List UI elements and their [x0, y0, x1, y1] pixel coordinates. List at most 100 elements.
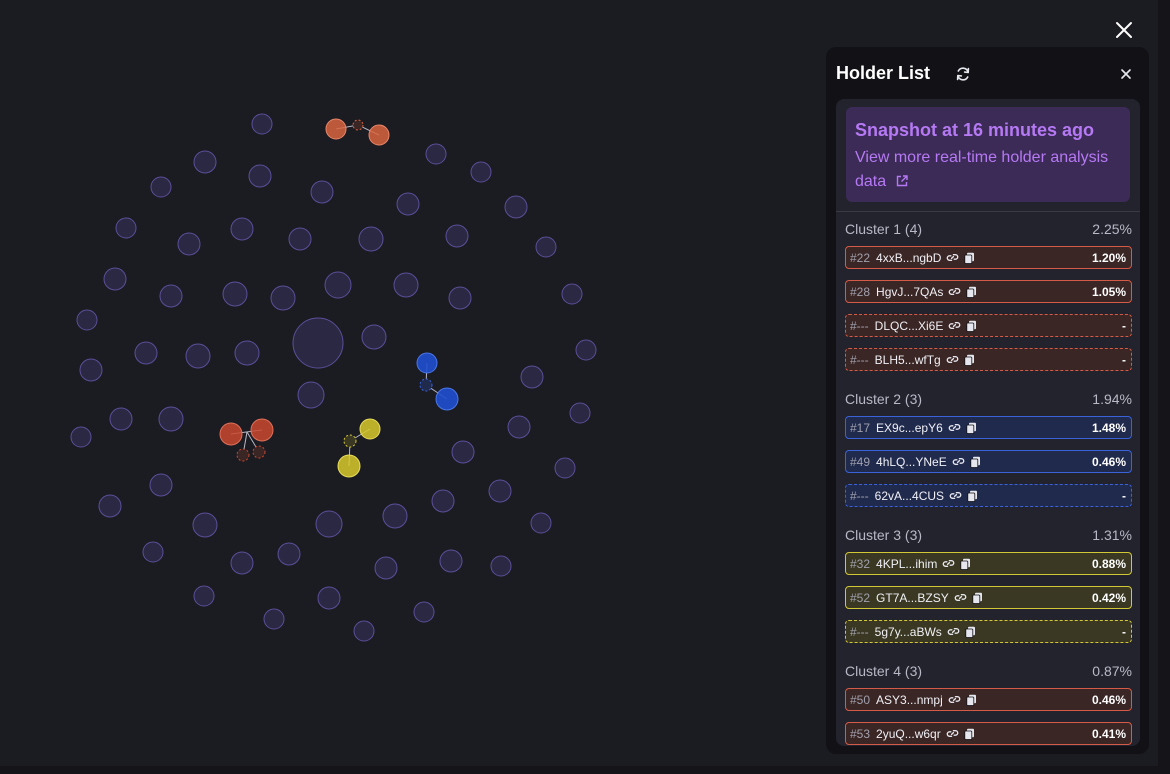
link-icon[interactable]	[948, 285, 961, 298]
holder-bubble[interactable]	[535, 236, 557, 258]
holder-bubble[interactable]	[520, 365, 544, 389]
holder-bubble[interactable]	[159, 284, 183, 308]
close-map-button[interactable]	[1110, 16, 1138, 44]
cluster-bubble[interactable]	[250, 418, 274, 442]
holder-bubble[interactable]	[361, 324, 387, 350]
link-icon[interactable]	[948, 693, 961, 706]
holder-bubble[interactable]	[324, 271, 352, 299]
cluster-bubble[interactable]	[325, 118, 347, 140]
holder-bubble[interactable]	[177, 232, 201, 256]
holder-bubble[interactable]	[103, 267, 127, 291]
holder-bubble[interactable]	[470, 161, 492, 183]
holder-bubble[interactable]	[230, 551, 254, 575]
holder-bubble[interactable]	[451, 440, 475, 464]
copy-icon[interactable]	[966, 422, 977, 434]
holder-bubble[interactable]	[134, 341, 158, 365]
holder-row[interactable]: #--- 62vA...4CUS -	[845, 484, 1132, 507]
holder-bubble[interactable]	[425, 143, 447, 165]
link-icon[interactable]	[942, 557, 955, 570]
holder-bubble[interactable]	[382, 503, 408, 529]
copy-icon[interactable]	[966, 694, 977, 706]
holder-bubble[interactable]	[263, 608, 285, 630]
holder-bubble[interactable]	[448, 286, 472, 310]
holder-bubble[interactable]	[193, 150, 217, 174]
holder-bubble[interactable]	[288, 227, 312, 251]
holder-bubble[interactable]	[445, 224, 469, 248]
holder-bubble[interactable]	[310, 180, 334, 204]
cluster-bubble[interactable]	[252, 445, 266, 459]
holder-bubble[interactable]	[222, 281, 248, 307]
holder-bubble[interactable]	[192, 512, 218, 538]
holder-bubble[interactable]	[431, 489, 455, 513]
holder-bubble[interactable]	[490, 555, 512, 577]
link-icon[interactable]	[948, 319, 961, 332]
holder-bubble[interactable]	[488, 479, 512, 503]
holder-row[interactable]: #49 4hLQ...YNeE 0.46%	[845, 450, 1132, 473]
cluster-bubble[interactable]	[435, 387, 459, 411]
holder-bubble[interactable]	[150, 176, 172, 198]
holder-bubble[interactable]	[98, 494, 122, 518]
holder-bubble[interactable]	[158, 406, 184, 432]
copy-icon[interactable]	[960, 558, 971, 570]
copy-icon[interactable]	[966, 320, 977, 332]
copy-icon[interactable]	[964, 354, 975, 366]
holder-row[interactable]: #28 HgvJ...7QAs 1.05%	[845, 280, 1132, 303]
holder-bubble[interactable]	[248, 164, 272, 188]
holder-bubble[interactable]	[554, 457, 576, 479]
holder-bubble[interactable]	[396, 192, 420, 216]
holder-bubble[interactable]	[569, 402, 591, 424]
holder-row[interactable]: #32 4KPL...ihim 0.88%	[845, 552, 1132, 575]
holder-bubble[interactable]	[439, 549, 463, 573]
holder-bubble[interactable]	[413, 601, 435, 623]
cluster-bubble[interactable]	[419, 378, 433, 392]
copy-icon[interactable]	[972, 592, 983, 604]
holder-bubble[interactable]	[251, 113, 273, 135]
holder-bubble[interactable]	[315, 510, 343, 538]
holder-bubble[interactable]	[277, 542, 301, 566]
refresh-icon[interactable]	[954, 65, 972, 83]
cluster-bubble[interactable]	[352, 119, 364, 131]
copy-icon[interactable]	[965, 626, 976, 638]
link-icon[interactable]	[948, 421, 961, 434]
holder-row[interactable]: #--- 5g7y...aBWs -	[845, 620, 1132, 643]
holder-bubble[interactable]	[374, 556, 398, 580]
holder-bubble[interactable]	[70, 426, 92, 448]
holder-bubble[interactable]	[297, 381, 325, 409]
copy-icon[interactable]	[967, 490, 978, 502]
holder-bubble-graph[interactable]	[0, 0, 800, 766]
holder-bubble[interactable]	[507, 415, 531, 439]
cluster-bubble[interactable]	[219, 422, 243, 446]
cluster-bubble[interactable]	[416, 352, 438, 374]
holder-row[interactable]: #50 ASY3...nmpj 0.46%	[845, 688, 1132, 711]
holder-bubble[interactable]	[115, 217, 137, 239]
cluster-bubble[interactable]	[343, 434, 357, 448]
holder-bubble[interactable]	[317, 586, 341, 610]
holder-bubble[interactable]	[76, 309, 98, 331]
holder-bubble[interactable]	[353, 620, 375, 642]
holder-bubble[interactable]	[504, 195, 528, 219]
holder-bubble[interactable]	[234, 340, 260, 366]
holder-row[interactable]: #52 GT7A...BZSY 0.42%	[845, 586, 1132, 609]
holder-row[interactable]: #--- BLH5...wfTg -	[845, 348, 1132, 371]
holder-bubble[interactable]	[393, 272, 419, 298]
copy-icon[interactable]	[970, 456, 981, 468]
holder-row[interactable]: #53 2yuQ...w6qr 0.41%	[845, 722, 1132, 745]
cluster-bubble[interactable]	[236, 448, 250, 462]
holder-bubble[interactable]	[142, 541, 164, 563]
copy-icon[interactable]	[964, 728, 975, 740]
holder-bubble[interactable]	[79, 358, 103, 382]
holder-bubble[interactable]	[193, 585, 215, 607]
holder-bubble[interactable]	[530, 512, 552, 534]
realtime-analysis-link[interactable]: View more real-time holder analysis data	[855, 146, 1121, 194]
link-icon[interactable]	[946, 353, 959, 366]
panel-close-button[interactable]	[1117, 65, 1135, 83]
link-icon[interactable]	[947, 625, 960, 638]
cluster-bubble[interactable]	[337, 454, 361, 478]
cluster-bubble[interactable]	[359, 418, 381, 440]
cluster-bubble[interactable]	[368, 124, 390, 146]
holder-bubble[interactable]	[575, 339, 597, 361]
holder-bubble[interactable]	[149, 473, 173, 497]
copy-icon[interactable]	[966, 286, 977, 298]
holder-bubble[interactable]	[109, 407, 133, 431]
copy-icon[interactable]	[964, 252, 975, 264]
